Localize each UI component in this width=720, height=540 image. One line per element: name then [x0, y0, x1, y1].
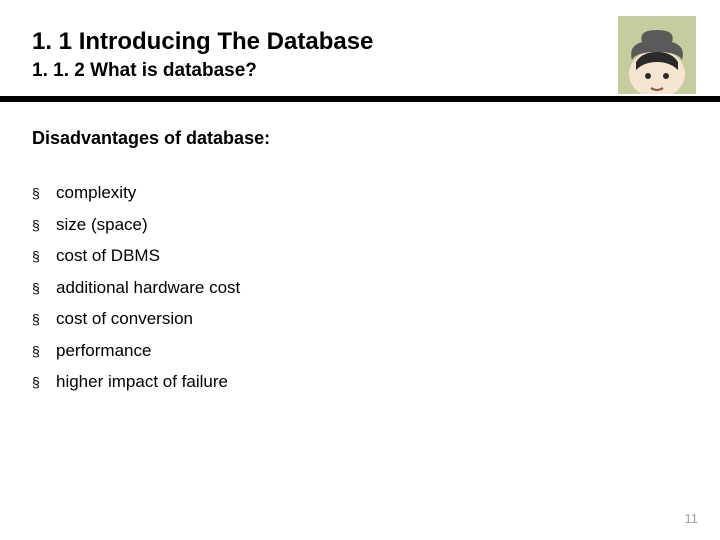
bullet-text: higher impact of failure: [56, 369, 228, 395]
bullet-text: size (space): [56, 212, 148, 238]
bullet-text: cost of DBMS: [56, 243, 160, 269]
bullet-text: additional hardware cost: [56, 275, 240, 301]
section-heading: Disadvantages of database:: [32, 128, 270, 149]
bullet-text: performance: [56, 338, 151, 364]
list-item: § complexity: [32, 180, 240, 206]
bullet-marker-icon: §: [32, 309, 56, 330]
page-number: 11: [685, 511, 699, 526]
slide-title: 1. 1 Introducing The Database: [32, 28, 373, 56]
avatar-illustration: [618, 16, 696, 94]
bullet-text: complexity: [56, 180, 136, 206]
bullet-text: cost of conversion: [56, 306, 193, 332]
bullet-marker-icon: §: [32, 215, 56, 236]
bullet-list: § complexity § size (space) § cost of DB…: [32, 180, 240, 401]
list-item: § size (space): [32, 212, 240, 238]
slide: 1. 1 Introducing The Database 1. 1. 2 Wh…: [0, 0, 720, 540]
bullet-marker-icon: §: [32, 372, 56, 393]
list-item: § cost of conversion: [32, 306, 240, 332]
bullet-marker-icon: §: [32, 183, 56, 204]
bullet-marker-icon: §: [32, 278, 56, 299]
list-item: § higher impact of failure: [32, 369, 240, 395]
slide-subtitle: 1. 1. 2 What is database?: [32, 60, 257, 82]
list-item: § performance: [32, 338, 240, 364]
bullet-marker-icon: §: [32, 246, 56, 267]
bullet-marker-icon: §: [32, 341, 56, 362]
horizontal-rule: [0, 96, 720, 102]
list-item: § additional hardware cost: [32, 275, 240, 301]
list-item: § cost of DBMS: [32, 243, 240, 269]
